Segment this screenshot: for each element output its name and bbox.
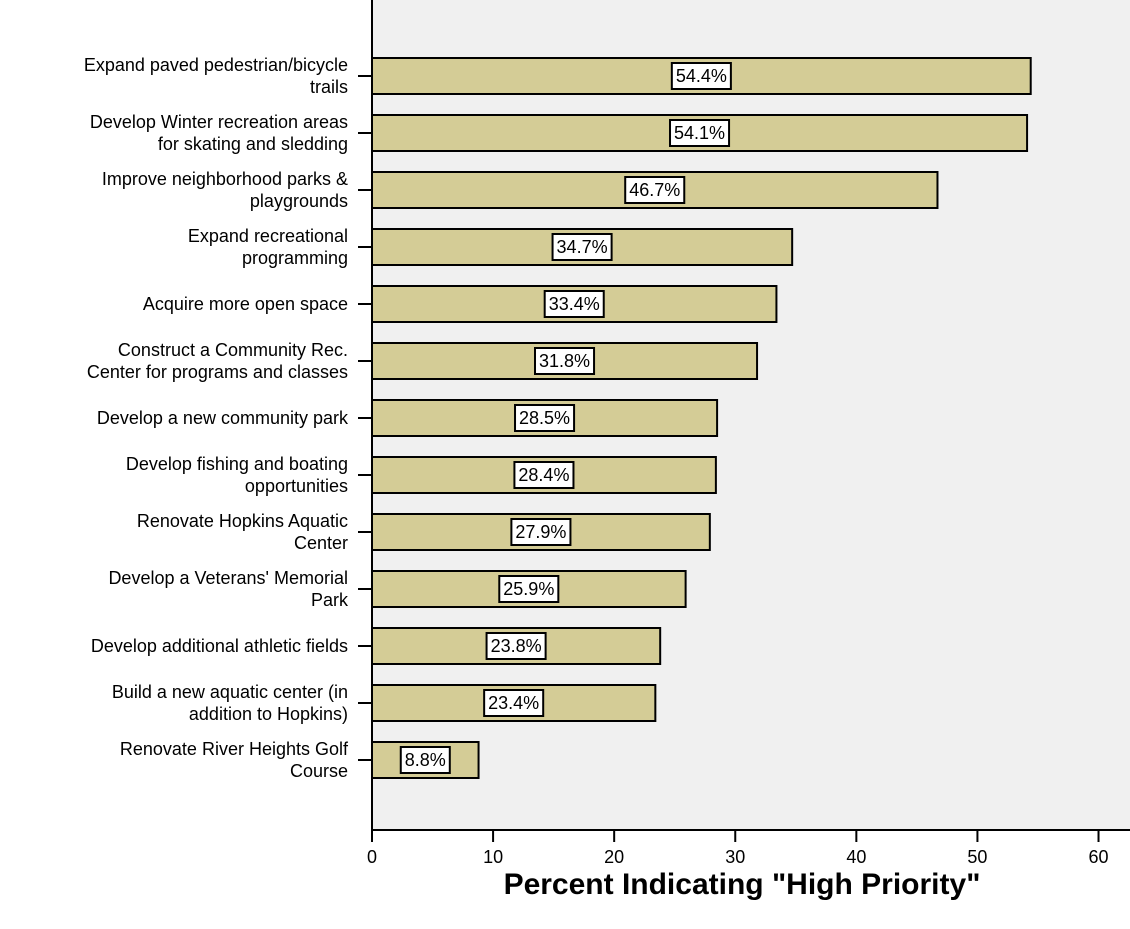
- value-label-box: [399, 746, 451, 774]
- value-label: 34.7%: [557, 237, 608, 257]
- value-label-box: [514, 404, 576, 432]
- value-label: 31.8%: [539, 351, 590, 371]
- value-label-box: [485, 632, 547, 660]
- y-tick-label: Renovate River Heights Golf Course: [119, 739, 348, 781]
- value-label: 54.1%: [674, 123, 725, 143]
- value-label: 28.4%: [518, 465, 569, 485]
- y-tick-label: Develop Winter recreation areas for skat…: [89, 112, 348, 154]
- y-tick-label: Expand recreational programming: [187, 226, 348, 268]
- value-label: 25.9%: [503, 579, 554, 599]
- y-tick-label: Improve neighborhood parks & playgrounds: [101, 169, 348, 211]
- y-tick-label: Build a new aquatic center (in addition …: [111, 682, 348, 724]
- value-label-box: [534, 347, 596, 375]
- value-label: 33.4%: [549, 294, 600, 314]
- value-label: 46.7%: [629, 180, 680, 200]
- y-tick-label: Develop a new community park: [96, 408, 348, 428]
- value-label-box: [624, 176, 686, 204]
- x-tick-label: 20: [604, 847, 624, 867]
- x-tick-label: 50: [967, 847, 987, 867]
- value-label-box: [543, 290, 605, 318]
- value-label: 23.8%: [491, 636, 542, 656]
- value-label: 23.4%: [488, 693, 539, 713]
- y-tick-label: Develop fishing and boating opportunitie…: [125, 454, 348, 496]
- y-tick-label: Construct a Community Rec. Center for pr…: [86, 340, 348, 382]
- y-tick-label: Acquire more open space: [142, 294, 348, 314]
- value-label-box: [670, 62, 732, 90]
- x-tick-label: 60: [1089, 847, 1109, 867]
- value-label-box: [551, 233, 613, 261]
- value-label-box: [510, 518, 572, 546]
- y-tick-label: Develop additional athletic fields: [90, 636, 348, 656]
- x-tick-label: 0: [367, 847, 377, 867]
- y-tick-label: Develop a Veterans' Memorial Park: [108, 568, 348, 610]
- y-tick-label: Renovate Hopkins Aquatic Center: [136, 511, 348, 553]
- x-tick-label: 30: [725, 847, 745, 867]
- x-axis-title: Percent Indicating "High Priority": [504, 868, 981, 901]
- x-tick-label: 10: [483, 847, 503, 867]
- value-label: 54.4%: [676, 66, 727, 86]
- value-label-box: [669, 119, 731, 147]
- value-label-box: [483, 689, 545, 717]
- value-label: 8.8%: [405, 750, 446, 770]
- value-label-box: [498, 575, 560, 603]
- x-tick-label: 40: [846, 847, 866, 867]
- y-tick-label: Expand paved pedestrian/bicycle trails: [83, 55, 348, 97]
- value-label: 28.5%: [519, 408, 570, 428]
- value-label-box: [513, 461, 575, 489]
- value-label: 27.9%: [515, 522, 566, 542]
